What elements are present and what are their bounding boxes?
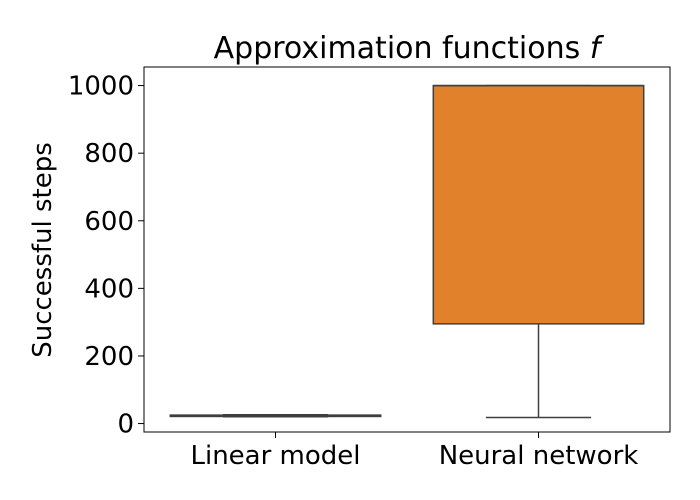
y-tick-label: 200 (84, 342, 134, 372)
chart-title-symbol: f (590, 31, 605, 66)
y-tick-label: 1000 (68, 72, 134, 102)
y-tick-label: 0 (117, 410, 134, 440)
y-tick-label: 800 (84, 139, 134, 169)
chart-title: Approximation functions f (214, 31, 605, 66)
y-axis: 0 200 400 600 800 1000 (68, 72, 144, 440)
plot-area (169, 84, 645, 419)
x-axis: Linear model Neural network (190, 432, 638, 471)
y-axis-label: Successful steps (28, 142, 58, 358)
x-tick-label: Linear model (190, 441, 360, 471)
y-tick-label: 400 (84, 274, 134, 304)
chart-title-text: Approximation functions (214, 31, 581, 66)
box-body (432, 84, 645, 325)
x-tick-label: Neural network (439, 441, 639, 471)
axes-frame (143, 66, 671, 433)
box-0 (169, 414, 382, 418)
box-1 (432, 84, 645, 419)
y-tick-label: 600 (84, 207, 134, 237)
